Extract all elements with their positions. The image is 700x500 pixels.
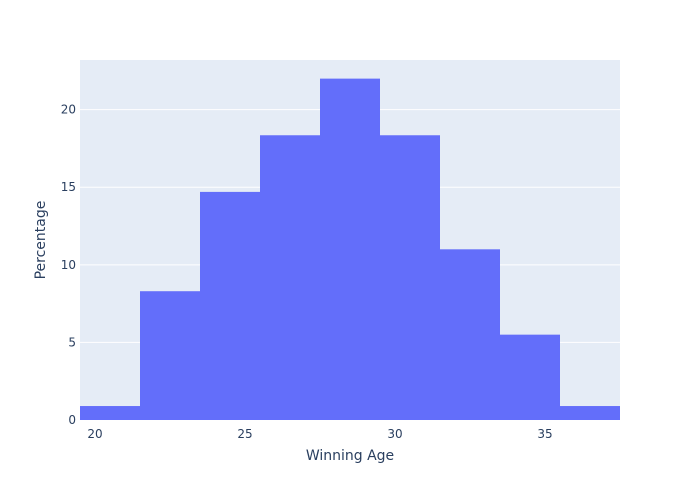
histogram-bar-3[interactable] bbox=[260, 135, 320, 421]
histogram-bar-6[interactable] bbox=[440, 249, 500, 420]
y-tick-label: 10 bbox=[61, 258, 76, 272]
histogram-bar-2[interactable] bbox=[200, 191, 260, 420]
bars-layer bbox=[80, 78, 620, 421]
x-tick-label: 35 bbox=[537, 427, 552, 441]
histogram-bar-0[interactable] bbox=[80, 406, 140, 420]
x-tick-label: 20 bbox=[87, 427, 102, 441]
y-axis-ticks: 0 5 10 15 20 bbox=[61, 103, 76, 427]
histogram-bar-1[interactable] bbox=[140, 291, 200, 420]
histogram-bar-7[interactable] bbox=[500, 334, 560, 420]
y-axis-title: Percentage bbox=[33, 201, 49, 280]
x-tick-label: 30 bbox=[387, 427, 402, 441]
histogram-bar-5[interactable] bbox=[380, 135, 440, 421]
y-tick-label: 5 bbox=[68, 335, 76, 349]
x-axis-title: Winning Age bbox=[306, 448, 394, 464]
y-tick-label: 15 bbox=[61, 180, 76, 194]
histogram-bar-8[interactable] bbox=[560, 406, 620, 420]
x-tick-label: 25 bbox=[237, 427, 252, 441]
y-tick-label: 0 bbox=[68, 413, 76, 427]
x-axis-ticks: 20 25 30 35 bbox=[87, 427, 552, 441]
y-tick-label: 20 bbox=[61, 103, 76, 117]
histogram-bar-4[interactable] bbox=[320, 78, 380, 420]
